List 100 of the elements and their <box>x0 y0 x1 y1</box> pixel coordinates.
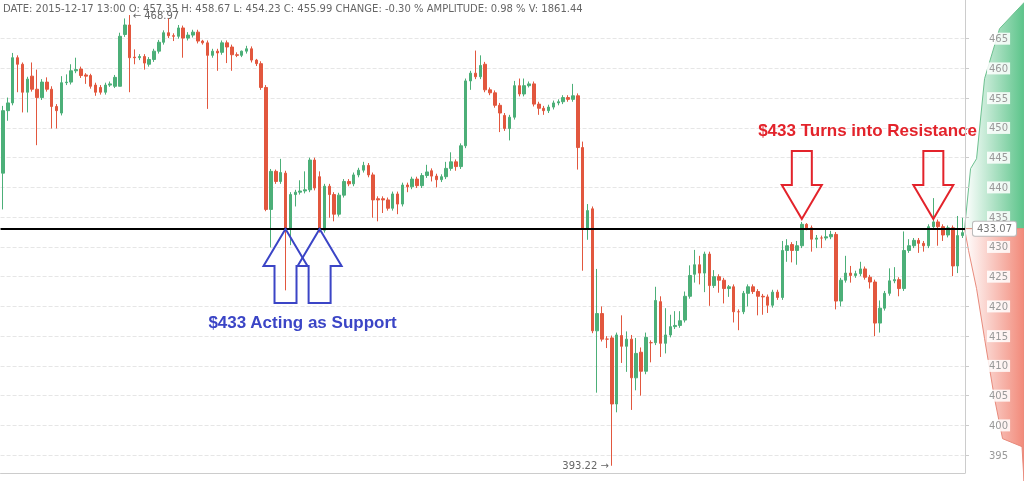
candlestick <box>932 197 935 230</box>
candlestick <box>479 54 482 80</box>
candlestick <box>279 158 282 185</box>
candlestick <box>634 337 638 391</box>
candlestick <box>177 24 180 40</box>
candlestick <box>401 182 404 207</box>
candlestick <box>143 53 146 71</box>
candlestick <box>172 32 175 42</box>
candlestick <box>805 222 808 231</box>
candlestick <box>415 176 419 189</box>
candlestick <box>698 255 701 285</box>
candlestick <box>245 45 248 55</box>
y-tick-label: 445 <box>989 152 1009 164</box>
y-tick-label: 410 <box>989 360 1009 372</box>
candlestick <box>951 224 955 277</box>
y-tick-label: 420 <box>989 300 1009 312</box>
annotation: $433 Acting as Support <box>208 312 398 332</box>
candlestick <box>639 346 643 397</box>
candlestick <box>693 249 696 284</box>
candlestick <box>469 70 472 91</box>
candlestick <box>357 167 360 178</box>
candlestick <box>454 158 458 172</box>
candlestick <box>216 48 219 72</box>
candlestick <box>917 237 920 254</box>
candlestick <box>790 241 794 263</box>
candlestick <box>737 308 740 331</box>
candlestick <box>815 234 818 249</box>
candlestick <box>518 78 521 97</box>
y-tick-label: 440 <box>989 181 1009 193</box>
candlestick <box>771 289 774 309</box>
candlestick <box>323 183 326 234</box>
candlestick <box>138 53 141 61</box>
candlestick <box>410 176 414 190</box>
candlestick <box>167 17 170 39</box>
candlestick <box>727 284 731 298</box>
candlestick <box>708 251 711 307</box>
candlestick <box>561 94 565 105</box>
candlestick <box>284 170 287 291</box>
candlestick <box>513 80 516 121</box>
candlestick <box>211 48 214 59</box>
candlestick <box>703 251 706 293</box>
candlestick <box>571 83 575 103</box>
candlestick <box>834 231 838 310</box>
y-tick-label: 455 <box>989 92 1009 104</box>
candlestick <box>474 50 477 80</box>
candlestick <box>630 334 633 411</box>
candlestick <box>620 314 623 364</box>
y-tick-label: 400 <box>989 419 1009 431</box>
candlestick <box>586 203 589 241</box>
candlestick <box>318 170 321 234</box>
candlestick <box>600 305 604 343</box>
y-tick-label: 465 <box>989 33 1009 45</box>
y-tick-label: 395 <box>989 449 1009 461</box>
candlestick <box>712 269 716 289</box>
candlestick <box>21 61 24 113</box>
candlestick <box>566 94 570 103</box>
annotation: 393.22 → <box>562 460 609 472</box>
y-tick-label: 425 <box>989 271 1009 283</box>
candlestick <box>99 84 102 96</box>
y-tick-label: 460 <box>989 62 1009 74</box>
candlestick <box>956 215 959 274</box>
candlestick <box>181 25 185 59</box>
candlestick <box>927 223 930 249</box>
candlestick <box>240 50 243 58</box>
candlestick <box>26 76 29 113</box>
candlestick <box>352 172 355 187</box>
candlestick <box>776 289 779 301</box>
candlestick <box>644 332 648 375</box>
candlestick <box>391 191 394 212</box>
candlestick <box>508 114 511 141</box>
y-tick-label: 430 <box>989 241 1009 253</box>
candlestick <box>649 339 653 363</box>
ref-line-label: 433.07 <box>977 223 1012 235</box>
y-tick-label: 405 <box>989 390 1009 402</box>
candlestick <box>196 29 200 44</box>
candlestick <box>430 167 433 182</box>
candlestick <box>732 283 735 323</box>
candlestick <box>269 168 273 249</box>
candlestick <box>654 286 657 346</box>
candlestick <box>206 39 209 110</box>
candlestick <box>503 112 506 132</box>
candlestick <box>274 169 278 185</box>
candlestick <box>854 270 857 279</box>
annotation: $433 Turns into Resistance <box>758 120 978 140</box>
candlestick <box>897 276 901 297</box>
candlestick <box>595 268 599 394</box>
candlestick <box>55 103 58 130</box>
candlestick <box>406 182 409 193</box>
candlestick <box>123 17 127 38</box>
candlestick <box>615 332 618 413</box>
candlestick <box>625 330 628 373</box>
candlestick <box>289 191 292 246</box>
candlestick <box>60 75 63 116</box>
candlestick <box>922 240 925 253</box>
candlestick <box>250 45 253 63</box>
candlestick <box>396 191 399 215</box>
y-tick-label: 450 <box>989 122 1009 134</box>
y-tick-label: 435 <box>989 211 1009 223</box>
candlestick <box>859 261 862 277</box>
candlestick <box>435 173 438 188</box>
